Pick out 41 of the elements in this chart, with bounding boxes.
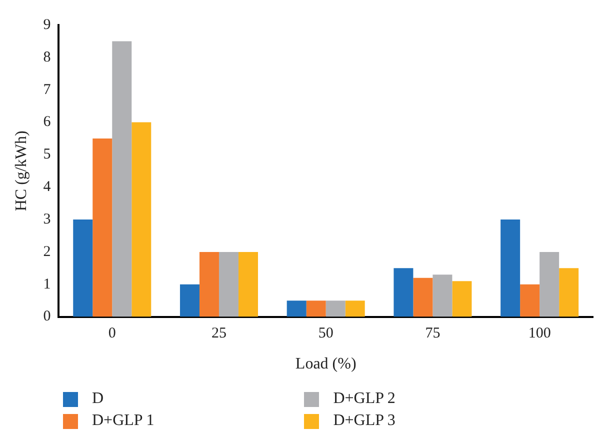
legend-label: D: [92, 390, 104, 408]
bar: [180, 284, 200, 317]
x-tick-label: 25: [211, 326, 226, 342]
bar: [452, 281, 472, 317]
bar: [326, 300, 346, 317]
y-tick-label: 4: [43, 179, 52, 196]
bar: [394, 268, 414, 317]
x-tick-label: 75: [425, 326, 440, 342]
y-tick-label: 9: [43, 16, 51, 33]
bar: [500, 220, 520, 317]
bar: [286, 300, 306, 317]
bar: [432, 274, 452, 317]
y-axis-title: HC (g/kWh): [12, 130, 30, 212]
bar: [199, 252, 219, 317]
y-tick-label: 6: [43, 114, 52, 130]
x-tick-label: 100: [528, 326, 551, 342]
y-tick-label: 8: [43, 49, 51, 66]
bar: [112, 41, 132, 317]
legend-label: D+GLP 1: [92, 412, 154, 430]
x-axis-title: Load (%): [295, 356, 356, 373]
bar: [559, 268, 579, 317]
legend-label: D+GLP 2: [333, 390, 396, 408]
y-tick-label: 0: [43, 308, 51, 325]
legend-label: D+GLP 3: [333, 412, 396, 430]
y-tick-label: 7: [43, 82, 52, 98]
bar: [92, 138, 112, 317]
bar: [132, 122, 152, 317]
bar: [413, 278, 433, 317]
bar: [345, 300, 365, 317]
bar: [73, 220, 93, 317]
x-tick-label: 0: [108, 326, 116, 342]
bar: [540, 252, 560, 317]
y-tick-label: 3: [43, 211, 51, 228]
bar: [238, 252, 258, 317]
bar: [520, 284, 540, 317]
y-tick-label: 5: [43, 146, 51, 163]
bar: [306, 300, 326, 317]
x-tick-label: 50: [318, 326, 334, 342]
y-tick-label: 2: [43, 244, 51, 260]
bar: [218, 252, 238, 317]
y-tick-label: 1: [43, 276, 51, 292]
